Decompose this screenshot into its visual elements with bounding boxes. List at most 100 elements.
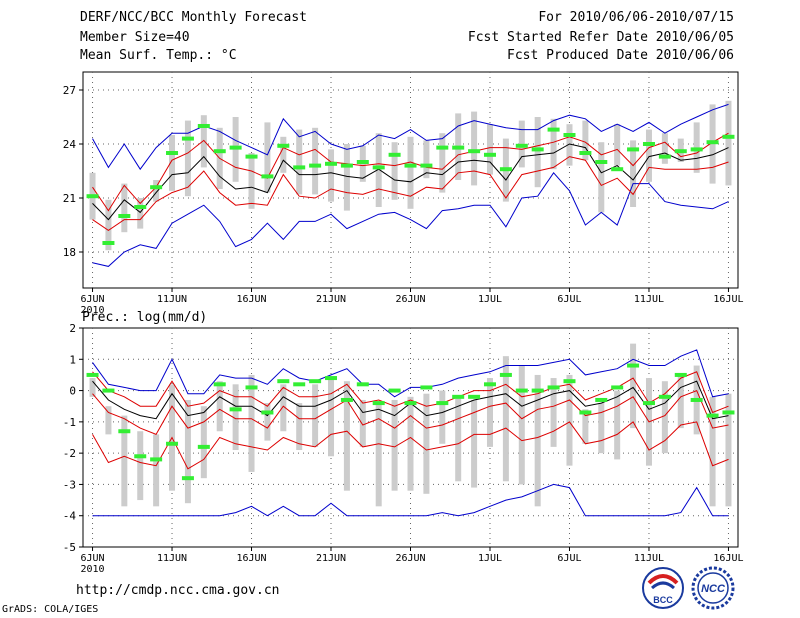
chart-title: DERF/NCC/BCC Monthly Forecast bbox=[80, 10, 307, 25]
prec-box bbox=[486, 378, 493, 447]
prec-box bbox=[121, 415, 128, 507]
temp-median-mark bbox=[166, 151, 179, 155]
prec-box bbox=[661, 381, 668, 454]
prec-median-mark bbox=[452, 394, 465, 399]
temp-median-mark bbox=[325, 161, 338, 166]
temp-xtick-label: 11JUN bbox=[157, 294, 187, 305]
prec-median-mark bbox=[499, 372, 512, 377]
prec-box bbox=[391, 399, 398, 491]
ncc-logo-icon: NCC bbox=[691, 566, 735, 610]
prec-median-mark bbox=[420, 385, 433, 390]
prec-median-mark bbox=[468, 394, 481, 399]
temp-box bbox=[264, 122, 271, 193]
temp-xtick-label: 1JUL bbox=[478, 294, 502, 305]
temp-box bbox=[280, 136, 287, 173]
prec-xtick-label: 11JUL bbox=[634, 553, 664, 564]
prec-median-mark bbox=[181, 476, 194, 481]
temp-median-mark bbox=[86, 194, 99, 199]
prec-median-mark bbox=[611, 385, 624, 390]
prec-xtick-label: 11JUN bbox=[157, 553, 187, 564]
temp-box bbox=[105, 199, 112, 251]
temp-median-mark bbox=[531, 147, 544, 152]
variable-label: Mean Surf. Temp.: °C bbox=[80, 48, 237, 63]
prec-median-mark bbox=[102, 388, 115, 393]
temp-median-mark bbox=[197, 124, 210, 128]
prec-upper-line bbox=[92, 371, 729, 414]
temp-median-mark bbox=[277, 143, 290, 148]
source-url[interactable]: http://cmdp.ncc.cma.gov.cn bbox=[76, 583, 280, 598]
prec-xtick-label: 6JUN bbox=[80, 553, 104, 564]
prec-box bbox=[709, 396, 716, 507]
prec-xtick-label: 21JUN bbox=[316, 553, 346, 564]
prec-box bbox=[566, 374, 573, 466]
temp-box bbox=[582, 120, 589, 161]
prec-box bbox=[359, 399, 366, 447]
temp-box bbox=[550, 118, 557, 170]
prec-median-mark bbox=[642, 401, 655, 406]
prec-xtick-label: 1JUL bbox=[478, 553, 502, 564]
prec-median-mark bbox=[309, 379, 322, 384]
temp-median-mark bbox=[309, 163, 322, 168]
prec-median-mark bbox=[166, 441, 179, 446]
temp-median-mark bbox=[595, 160, 608, 164]
prec-median-mark bbox=[706, 413, 719, 418]
temp-box bbox=[534, 117, 541, 188]
prec-box bbox=[518, 365, 525, 485]
ncc-logo-text: NCC bbox=[701, 583, 726, 595]
temp-median-mark bbox=[690, 147, 703, 152]
temp-median-mark bbox=[102, 241, 115, 245]
temp-xtick-label: 21JUN bbox=[316, 294, 346, 305]
prec-median-mark bbox=[579, 410, 592, 415]
prec-box bbox=[312, 384, 319, 447]
temp-box bbox=[725, 100, 732, 186]
temp-median-mark bbox=[468, 149, 481, 154]
temp-box bbox=[200, 115, 207, 168]
prec-ytick-label: -2 bbox=[63, 447, 76, 460]
temp-min-line bbox=[92, 171, 729, 267]
prec-median-mark bbox=[388, 388, 401, 393]
temp-median-mark bbox=[245, 154, 258, 159]
temp-median-mark bbox=[515, 143, 528, 148]
temp-box bbox=[486, 124, 493, 175]
prec-median-mark bbox=[515, 388, 528, 393]
prec-median-mark bbox=[277, 379, 290, 384]
temp-box bbox=[121, 183, 128, 233]
prec-median-mark bbox=[690, 397, 703, 402]
prec-ytick-label: -4 bbox=[63, 510, 77, 523]
prec-lower2-line bbox=[92, 421, 729, 470]
bcc-logo-icon: BCC bbox=[642, 567, 684, 609]
prec-box bbox=[280, 384, 287, 432]
prec-median-mark bbox=[658, 394, 671, 399]
prec-box bbox=[232, 384, 239, 451]
temp-median-mark bbox=[134, 205, 147, 209]
temp-median-mark bbox=[547, 127, 560, 132]
prec-box bbox=[725, 393, 732, 507]
temp-box bbox=[328, 149, 335, 202]
temp-box bbox=[153, 180, 160, 202]
temp-lower-line bbox=[92, 156, 729, 232]
temp-median-mark bbox=[356, 160, 369, 164]
temp-median-mark bbox=[118, 214, 131, 218]
prec-box bbox=[598, 403, 605, 454]
prec-box bbox=[375, 403, 382, 507]
temp-xtick-label: 26JUN bbox=[395, 294, 425, 305]
prec-ytick-label: 1 bbox=[69, 353, 76, 366]
temp-ytick-label: 18 bbox=[63, 246, 76, 259]
temp-ytick-label: 27 bbox=[63, 84, 76, 97]
prec-ylabel: Prec.: log(mm/d) bbox=[82, 310, 207, 325]
temp-box bbox=[630, 140, 637, 207]
temp-median-mark bbox=[372, 165, 385, 170]
prec-box bbox=[630, 343, 637, 429]
prec-box bbox=[614, 390, 621, 460]
temp-box bbox=[566, 124, 573, 166]
temp-median-mark bbox=[420, 163, 433, 168]
prec-median-mark bbox=[531, 388, 544, 393]
prec-box bbox=[343, 381, 350, 491]
temp-median-mark bbox=[611, 167, 624, 172]
forecast-period: For 2010/06/06-2010/07/15 bbox=[538, 10, 734, 25]
temp-box bbox=[169, 135, 176, 191]
prec-median-mark bbox=[595, 397, 608, 402]
prec-ytick-label: 2 bbox=[69, 322, 76, 335]
prec-box bbox=[248, 374, 255, 472]
temp-median-mark bbox=[229, 145, 242, 150]
